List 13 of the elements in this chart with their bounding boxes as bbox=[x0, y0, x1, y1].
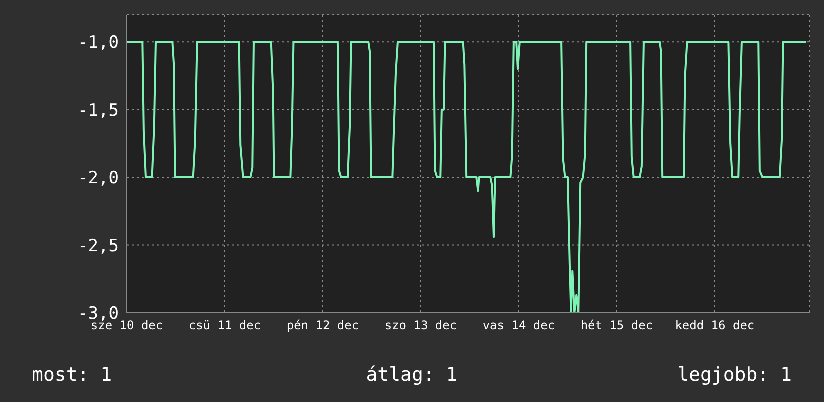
x-tick-label: hét 15 dec bbox=[580, 318, 654, 333]
text: legjobb: 1 bbox=[678, 364, 792, 386]
x-tick-label: vas 14 dec bbox=[482, 318, 556, 333]
x-tick-label: kedd 16 dec bbox=[675, 318, 755, 333]
text: most: 1 bbox=[32, 364, 112, 386]
y-tick-label: -1,5 bbox=[78, 100, 119, 121]
x-tick-label: pén 12 dec bbox=[286, 318, 360, 333]
x-tick-label: csü 11 dec bbox=[188, 318, 262, 333]
y-tick-label: -2,0 bbox=[78, 168, 119, 189]
x-tick-label: szo 13 dec bbox=[384, 318, 458, 333]
y-tick-label: -1,0 bbox=[78, 33, 119, 54]
text: átlag: 1 bbox=[366, 364, 458, 386]
y-tick-label: -2,5 bbox=[78, 236, 119, 256]
